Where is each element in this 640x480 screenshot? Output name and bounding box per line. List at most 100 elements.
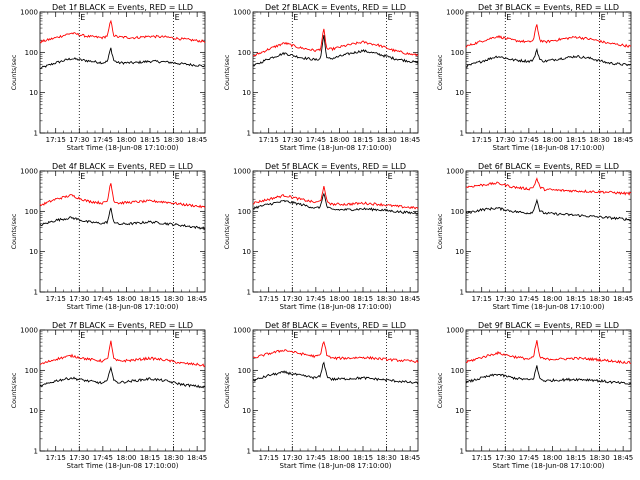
x-tick-label: 18:45 (613, 295, 633, 303)
x-tick-label: 17:15 (46, 136, 66, 144)
x-tick-label: 18:00 (116, 454, 136, 462)
x-tick-label: 18:00 (329, 295, 349, 303)
y-tick-label: 100 (25, 367, 38, 375)
y-tick-label: 100 (451, 208, 464, 216)
y-tick-label: 1000 (233, 9, 251, 17)
event-marker-label: E (506, 331, 511, 340)
x-tick-label: 18:45 (187, 454, 207, 462)
event-marker-label: E (388, 331, 393, 340)
y-tick-label: 100 (25, 49, 38, 57)
x-tick-label: 18:15 (566, 295, 586, 303)
event-marker-label: E (506, 13, 511, 22)
x-tick-label: 17:30 (69, 136, 89, 144)
y-tick-label: 100 (238, 49, 251, 57)
series-line-lld (465, 340, 631, 364)
series-line-lld (39, 183, 206, 209)
x-axis-title: Start Time (18-Jun-08 17:10:00) (280, 462, 392, 470)
y-tick-label: 1000 (446, 168, 464, 176)
y-tick-label: 1 (247, 130, 251, 138)
series-line-events (465, 198, 632, 222)
x-tick-label: 17:15 (472, 454, 492, 462)
x-tick-label: 18:45 (400, 454, 420, 462)
y-tick-label: 10 (29, 407, 38, 415)
event-marker-label: E (601, 13, 606, 22)
x-tick-label: 17:15 (46, 454, 66, 462)
event-marker-label: E (175, 13, 180, 22)
panel-title: Det 9f BLACK = Events, RED = LLD (478, 321, 619, 330)
x-tick-label: 17:45 (519, 454, 539, 462)
x-tick-label: 17:45 (93, 454, 113, 462)
y-tick-label: 10 (29, 89, 38, 97)
panel-det-4: Det 4f BLACK = Events, RED = LLD 1 10 100 10… (10, 162, 207, 311)
y-axis-title: Counts/sec (223, 372, 231, 408)
panel-det-6: Det 6f BLACK = Events, RED = LLD 1 10 100 10… (436, 162, 633, 311)
x-tick-label: 17:15 (259, 136, 279, 144)
x-tick-label: 17:45 (93, 136, 113, 144)
y-tick-label: 1000 (20, 327, 38, 335)
x-tick-label: 17:45 (93, 295, 113, 303)
x-axis-title: Start Time (18-Jun-08 17:10:00) (280, 144, 392, 152)
x-tick-label: 18:15 (140, 454, 160, 462)
event-marker-label: E (388, 13, 393, 22)
plot-frame (39, 170, 206, 293)
x-tick-label: 18:00 (542, 454, 562, 462)
event-marker-label: E (388, 172, 393, 181)
panel-title: Det 3f BLACK = Events, RED = LLD (478, 3, 619, 12)
series-line-events (39, 365, 206, 389)
y-tick-label: 100 (451, 49, 464, 57)
panel-det-8: Det 8f BLACK = Events, RED = LLD 1 10 100 10… (223, 321, 420, 470)
y-tick-label: 10 (455, 248, 464, 256)
y-axis-title: Counts/sec (10, 372, 18, 408)
series-line-events (252, 361, 419, 385)
x-tick-label: 17:30 (495, 136, 515, 144)
x-tick-label: 17:30 (495, 295, 515, 303)
y-tick-label: 10 (455, 407, 464, 415)
x-tick-label: 18:30 (376, 295, 396, 303)
x-tick-label: 17:45 (306, 136, 326, 144)
series-line-events (39, 207, 206, 231)
panel-det-3: Det 3f BLACK = Events, RED = LLD 1 10 100 10… (436, 3, 633, 152)
x-axis-title: Start Time (18-Jun-08 17:10:00) (493, 462, 605, 470)
x-axis-title: Start Time (18-Jun-08 17:10:00) (67, 144, 179, 152)
x-tick-label: 17:15 (46, 295, 66, 303)
plot-frame (39, 11, 206, 134)
plot-frame (252, 11, 419, 134)
event-marker-label: E (80, 172, 85, 181)
x-axis-title: Start Time (18-Jun-08 17:10:00) (67, 303, 179, 311)
y-axis-title: Counts/sec (10, 54, 18, 90)
x-tick-label: 18:30 (589, 454, 609, 462)
series-line-lld (465, 177, 632, 196)
event-marker-label: E (80, 13, 85, 22)
x-tick-label: 18:30 (589, 295, 609, 303)
y-tick-label: 100 (238, 367, 251, 375)
x-tick-label: 17:45 (306, 454, 326, 462)
x-tick-label: 17:15 (472, 295, 492, 303)
series-line-events (465, 47, 632, 68)
panel-title: Det 8f BLACK = Events, RED = LLD (265, 321, 406, 330)
x-tick-label: 18:00 (116, 295, 136, 303)
panel-det-1: Det 1f BLACK = Events, RED = LLD 1 10 100 10… (10, 3, 207, 152)
y-tick-label: 1000 (446, 327, 464, 335)
panel-det-5: Det 5f BLACK = Events, RED = LLD 1 10 100 10… (223, 162, 420, 311)
x-tick-label: 18:15 (140, 295, 160, 303)
y-tick-label: 1 (460, 289, 464, 297)
panel-title: Det 6f BLACK = Events, RED = LLD (478, 162, 619, 171)
plot-frame (39, 329, 206, 452)
y-tick-label: 10 (242, 89, 251, 97)
x-tick-label: 17:30 (495, 454, 515, 462)
x-tick-label: 18:45 (400, 136, 420, 144)
x-tick-label: 18:30 (376, 454, 396, 462)
panel-det-9: Det 9f BLACK = Events, RED = LLD 1 10 100 10… (436, 321, 633, 470)
event-marker-label: E (80, 331, 85, 340)
x-tick-label: 18:30 (376, 136, 396, 144)
x-tick-label: 18:45 (400, 295, 420, 303)
x-tick-label: 17:45 (519, 136, 539, 144)
series-line-events (252, 34, 419, 67)
series-line-lld (39, 340, 206, 368)
x-tick-label: 18:15 (353, 295, 373, 303)
y-tick-label: 1000 (233, 327, 251, 335)
panel-title: Det 5f BLACK = Events, RED = LLD (265, 162, 406, 171)
x-tick-label: 18:45 (187, 136, 207, 144)
y-axis-title: Counts/sec (10, 213, 18, 249)
